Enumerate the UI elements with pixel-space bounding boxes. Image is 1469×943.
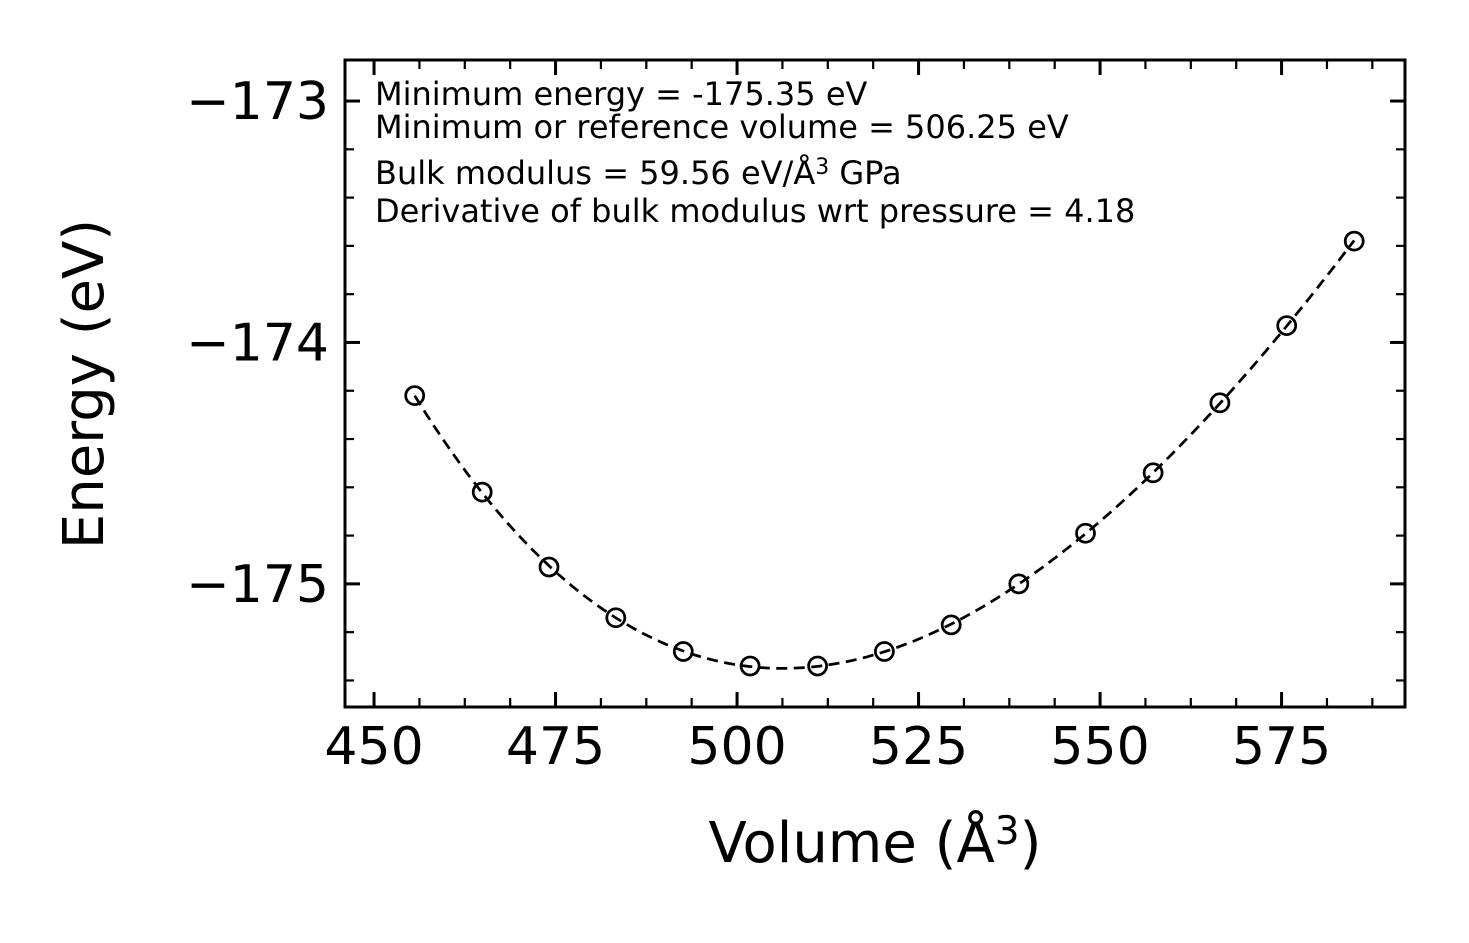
data-point-marker [1276, 315, 1298, 336]
plot-border [343, 58, 1407, 709]
annotation-line: Bulk modulus = 59.56 eV/Å3 GPa [375, 154, 902, 192]
annotation-line: Minimum energy = -175.35 eV [375, 75, 868, 113]
x-tick-label: 550 [1050, 717, 1149, 777]
data-point-marker [874, 641, 895, 662]
data-point-marker [538, 556, 560, 578]
y-tick-label: −173 [186, 72, 329, 132]
data-point-marker [1075, 522, 1096, 544]
y-axis-label: Energy (eV) [52, 219, 117, 549]
annotation-line: Derivative of bulk modulus wrt pressure … [375, 192, 1135, 230]
data-point-marker [404, 385, 426, 406]
y-tick-label: −175 [186, 555, 329, 615]
data-point-marker [739, 655, 761, 677]
annotation-line: Minimum or reference volume = 506.25 eV [375, 108, 1069, 146]
x-tick-label: 525 [869, 717, 968, 777]
x-tick-label: 450 [324, 717, 423, 777]
data-point-marker [605, 607, 627, 629]
data-point-marker [1142, 462, 1164, 484]
x-axis-label: Volume (Å3) [709, 809, 1042, 876]
x-tick-label: 475 [506, 717, 605, 777]
data-point-marker [807, 655, 828, 677]
fit-curve [413, 239, 1356, 670]
data-point-marker [1343, 230, 1365, 252]
data-point-marker [471, 481, 493, 503]
y-tick-label: −174 [186, 313, 329, 373]
data-point-marker [1008, 573, 1030, 595]
data-point-marker [672, 641, 694, 662]
data-point-marker [940, 614, 962, 636]
x-tick-label: 500 [687, 717, 786, 777]
x-tick-label: 575 [1232, 717, 1331, 777]
plot-area: 450 475 500 525 550 575 −173 −174 −175 Minimum en… [186, 58, 1407, 876]
data-point-marker [1209, 392, 1231, 414]
